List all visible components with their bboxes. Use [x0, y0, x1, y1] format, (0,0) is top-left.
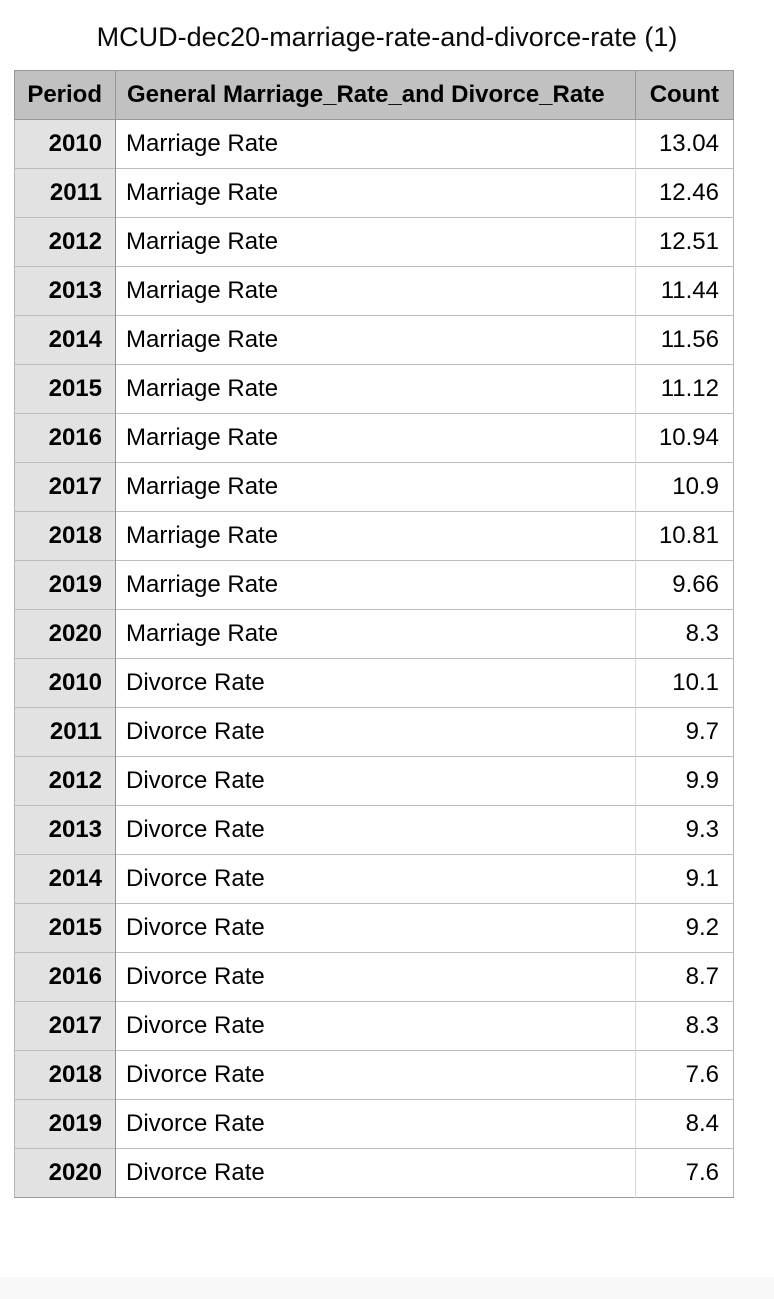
data-table: Period General Marriage_Rate_and Divorce…	[14, 70, 734, 1199]
period-cell: 2019	[14, 1099, 116, 1149]
period-cell: 2014	[14, 315, 116, 365]
count-cell: 11.56	[635, 315, 734, 365]
table-row: 2012 Divorce Rate 9.9	[14, 756, 734, 806]
count-cell: 12.46	[635, 168, 734, 218]
count-cell: 10.81	[635, 511, 734, 561]
period-cell: 2017	[14, 1001, 116, 1051]
rate-name-cell: Marriage Rate	[115, 217, 636, 267]
count-cell: 7.6	[635, 1148, 734, 1198]
rate-name-cell: Divorce Rate	[115, 1050, 636, 1100]
rate-name-cell: Divorce Rate	[115, 658, 636, 708]
rate-name-cell: Marriage Rate	[115, 119, 636, 169]
rate-name-cell: Divorce Rate	[115, 854, 636, 904]
rate-name-cell: Marriage Rate	[115, 560, 636, 610]
footer-band	[0, 1277, 774, 1299]
table-row: 2013 Marriage Rate 11.44	[14, 266, 734, 316]
table-row: 2015 Divorce Rate 9.2	[14, 903, 734, 953]
period-cell: 2011	[14, 168, 116, 218]
table-row: 2015 Marriage Rate 11.12	[14, 364, 734, 414]
period-cell: 2015	[14, 364, 116, 414]
rate-name-cell: Divorce Rate	[115, 1001, 636, 1051]
period-cell: 2020	[14, 1148, 116, 1198]
rate-name-cell: Divorce Rate	[115, 1148, 636, 1198]
table-row: 2020 Divorce Rate 7.6	[14, 1148, 734, 1198]
table-row: 2011 Marriage Rate 12.46	[14, 168, 734, 218]
count-cell: 8.7	[635, 952, 734, 1002]
table-row: 2010 Marriage Rate 13.04	[14, 119, 734, 169]
table-row: 2018 Marriage Rate 10.81	[14, 511, 734, 561]
rate-name-cell: Marriage Rate	[115, 511, 636, 561]
count-cell: 10.9	[635, 462, 734, 512]
rate-name-cell: Divorce Rate	[115, 756, 636, 806]
table-row: 2014 Marriage Rate 11.56	[14, 315, 734, 365]
period-cell: 2018	[14, 1050, 116, 1100]
table-row: 2017 Divorce Rate 8.3	[14, 1001, 734, 1051]
table-row: 2014 Divorce Rate 9.1	[14, 854, 734, 904]
rate-name-cell: Divorce Rate	[115, 707, 636, 757]
period-cell: 2015	[14, 903, 116, 953]
count-cell: 9.7	[635, 707, 734, 757]
rate-name-cell: Marriage Rate	[115, 168, 636, 218]
period-cell: 2012	[14, 217, 116, 267]
table-row: 2019 Divorce Rate 8.4	[14, 1099, 734, 1149]
rate-name-cell: Divorce Rate	[115, 903, 636, 953]
period-cell: 2012	[14, 756, 116, 806]
column-header-rate: General Marriage_Rate_and Divorce_Rate	[115, 70, 636, 121]
count-cell: 10.94	[635, 413, 734, 463]
period-cell: 2018	[14, 511, 116, 561]
rate-name-cell: Marriage Rate	[115, 609, 636, 659]
column-header-count: Count	[635, 70, 734, 121]
table-row: 2020 Marriage Rate 8.3	[14, 609, 734, 659]
table-body: 2010 Marriage Rate 13.04 2011 Marriage R…	[14, 119, 734, 1198]
table-header: Period General Marriage_Rate_and Divorce…	[14, 70, 734, 121]
period-cell: 2017	[14, 462, 116, 512]
count-cell: 11.12	[635, 364, 734, 414]
table-row: 2019 Marriage Rate 9.66	[14, 560, 734, 610]
table-row: 2012 Marriage Rate 12.51	[14, 217, 734, 267]
count-cell: 8.3	[635, 1001, 734, 1051]
period-cell: 2010	[14, 658, 116, 708]
rate-name-cell: Divorce Rate	[115, 952, 636, 1002]
period-cell: 2020	[14, 609, 116, 659]
rate-name-cell: Marriage Rate	[115, 315, 636, 365]
period-cell: 2014	[14, 854, 116, 904]
count-cell: 9.2	[635, 903, 734, 953]
period-cell: 2016	[14, 413, 116, 463]
header-row: Period General Marriage_Rate_and Divorce…	[14, 70, 734, 121]
table-row: 2017 Marriage Rate 10.9	[14, 462, 734, 512]
count-cell: 9.66	[635, 560, 734, 610]
table-row: 2018 Divorce Rate 7.6	[14, 1050, 734, 1100]
count-cell: 9.1	[635, 854, 734, 904]
csv-preview-page: MCUD-dec20-marriage-rate-and-divorce-rat…	[0, 21, 774, 1299]
period-cell: 2016	[14, 952, 116, 1002]
count-cell: 9.9	[635, 756, 734, 806]
count-cell: 9.3	[635, 805, 734, 855]
period-cell: 2011	[14, 707, 116, 757]
rate-name-cell: Divorce Rate	[115, 1099, 636, 1149]
count-cell: 12.51	[635, 217, 734, 267]
table-row: 2011 Divorce Rate 9.7	[14, 707, 734, 757]
period-cell: 2019	[14, 560, 116, 610]
table-row: 2010 Divorce Rate 10.1	[14, 658, 734, 708]
count-cell: 13.04	[635, 119, 734, 169]
table-row: 2016 Divorce Rate 8.7	[14, 952, 734, 1002]
count-cell: 8.4	[635, 1099, 734, 1149]
rate-name-cell: Marriage Rate	[115, 413, 636, 463]
column-header-period: Period	[14, 70, 116, 121]
rate-name-cell: Marriage Rate	[115, 266, 636, 316]
table-row: 2013 Divorce Rate 9.3	[14, 805, 734, 855]
period-cell: 2013	[14, 266, 116, 316]
table-row: 2016 Marriage Rate 10.94	[14, 413, 734, 463]
rate-name-cell: Marriage Rate	[115, 462, 636, 512]
rate-name-cell: Marriage Rate	[115, 364, 636, 414]
count-cell: 10.1	[635, 658, 734, 708]
count-cell: 7.6	[635, 1050, 734, 1100]
count-cell: 8.3	[635, 609, 734, 659]
count-cell: 11.44	[635, 266, 734, 316]
rate-name-cell: Divorce Rate	[115, 805, 636, 855]
period-cell: 2010	[14, 119, 116, 169]
page-title: MCUD-dec20-marriage-rate-and-divorce-rat…	[96, 22, 678, 52]
period-cell: 2013	[14, 805, 116, 855]
